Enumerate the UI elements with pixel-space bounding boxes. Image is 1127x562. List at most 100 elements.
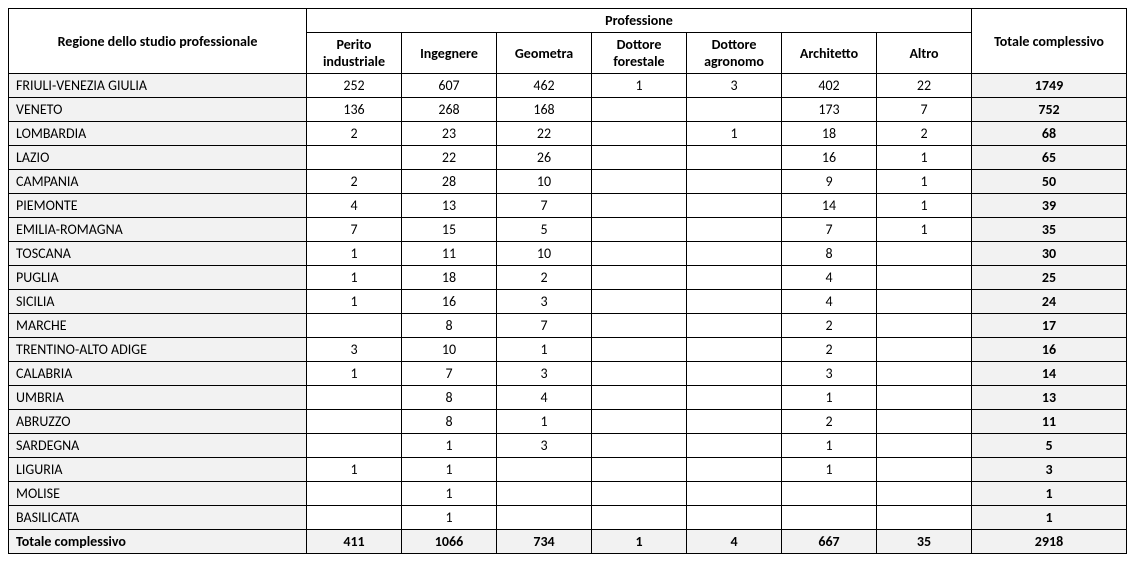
cell-value (687, 290, 782, 314)
table-row: MOLISE11 (9, 482, 1127, 506)
cell-value: 8 (402, 410, 497, 434)
table-row: PUGLIA1182425 (9, 266, 1127, 290)
cell-value (782, 506, 877, 530)
cell-region: SICILIA (9, 290, 307, 314)
cell-value (592, 122, 687, 146)
table-row: BASILICATA11 (9, 506, 1127, 530)
header-total: Totale complessivo (972, 9, 1127, 74)
cell-value: 252 (307, 74, 402, 98)
cell-value (592, 506, 687, 530)
cell-value: 14 (782, 194, 877, 218)
header-profession-col: Dottore forestale (592, 33, 687, 74)
cell-value: 8 (402, 314, 497, 338)
cell-value (592, 458, 687, 482)
cell-row-total: 1 (972, 506, 1127, 530)
table-row: CAMPANIA228109150 (9, 170, 1127, 194)
cell-value (592, 386, 687, 410)
table-row: FRIULI-VENEZIA GIULIA2526074621340222174… (9, 74, 1127, 98)
cell-value: 2 (307, 170, 402, 194)
footer-total: 2918 (972, 530, 1127, 554)
cell-value: 8 (402, 386, 497, 410)
cell-value: 11 (402, 242, 497, 266)
cell-row-total: 35 (972, 218, 1127, 242)
cell-value (877, 458, 972, 482)
cell-value: 1 (592, 74, 687, 98)
cell-value (592, 266, 687, 290)
cell-row-total: 1749 (972, 74, 1127, 98)
cell-value (592, 170, 687, 194)
cell-value: 7 (402, 362, 497, 386)
cell-value: 3 (497, 434, 592, 458)
cell-value: 18 (782, 122, 877, 146)
cell-value (307, 386, 402, 410)
cell-value (592, 434, 687, 458)
cell-value: 10 (497, 242, 592, 266)
table-footer-row: Totale complessivo411106673414667352918 (9, 530, 1127, 554)
cell-value (687, 410, 782, 434)
cell-row-total: 39 (972, 194, 1127, 218)
cell-value: 16 (402, 290, 497, 314)
cell-value: 136 (307, 98, 402, 122)
cell-row-total: 16 (972, 338, 1127, 362)
table-row: TOSCANA11110830 (9, 242, 1127, 266)
cell-value (307, 434, 402, 458)
cell-row-total: 68 (972, 122, 1127, 146)
cell-value: 1 (402, 458, 497, 482)
cell-value (687, 434, 782, 458)
cell-value: 607 (402, 74, 497, 98)
cell-value (687, 194, 782, 218)
cell-value: 1 (877, 218, 972, 242)
footer-value: 411 (307, 530, 402, 554)
cell-row-total: 752 (972, 98, 1127, 122)
cell-value (592, 314, 687, 338)
cell-value: 22 (497, 122, 592, 146)
table-header: Regione dello studio professionale Profe… (9, 9, 1127, 74)
cell-value (592, 410, 687, 434)
footer-value: 1 (592, 530, 687, 554)
cell-value: 1 (687, 122, 782, 146)
cell-value: 1 (402, 482, 497, 506)
cell-value: 1 (307, 458, 402, 482)
cell-value (307, 482, 402, 506)
cell-value: 4 (307, 194, 402, 218)
cell-value: 1 (497, 410, 592, 434)
cell-value: 462 (497, 74, 592, 98)
cell-region: LOMBARDIA (9, 122, 307, 146)
cell-value: 1 (497, 338, 592, 362)
cell-value: 16 (782, 146, 877, 170)
cell-value: 28 (402, 170, 497, 194)
footer-value: 734 (497, 530, 592, 554)
table-row: PIEMONTE413714139 (9, 194, 1127, 218)
cell-value: 9 (782, 170, 877, 194)
footer-value: 1066 (402, 530, 497, 554)
cell-region: TRENTINO-ALTO ADIGE (9, 338, 307, 362)
cell-value: 22 (877, 74, 972, 98)
cell-value (687, 458, 782, 482)
cell-value (687, 218, 782, 242)
table-row: TRENTINO-ALTO ADIGE3101216 (9, 338, 1127, 362)
table-row: VENETO1362681681737752 (9, 98, 1127, 122)
table-row: EMILIA-ROMAGNA71557135 (9, 218, 1127, 242)
cell-value: 8 (782, 242, 877, 266)
cell-row-total: 13 (972, 386, 1127, 410)
header-region: Regione dello studio professionale (9, 9, 307, 74)
cell-region: LAZIO (9, 146, 307, 170)
cell-value: 10 (402, 338, 497, 362)
table-row: UMBRIA84113 (9, 386, 1127, 410)
footer-value: 4 (687, 530, 782, 554)
header-profession-col: Dottore agronomo (687, 33, 782, 74)
table-row: SARDEGNA1315 (9, 434, 1127, 458)
cell-value: 2 (782, 410, 877, 434)
cell-value: 3 (687, 74, 782, 98)
cell-value (687, 362, 782, 386)
cell-value (687, 170, 782, 194)
footer-value: 667 (782, 530, 877, 554)
cell-row-total: 3 (972, 458, 1127, 482)
cell-value (592, 362, 687, 386)
cell-value (307, 506, 402, 530)
cell-value (877, 242, 972, 266)
cell-value: 268 (402, 98, 497, 122)
cell-value: 1 (877, 170, 972, 194)
cell-region: FRIULI-VENEZIA GIULIA (9, 74, 307, 98)
cell-value (307, 314, 402, 338)
